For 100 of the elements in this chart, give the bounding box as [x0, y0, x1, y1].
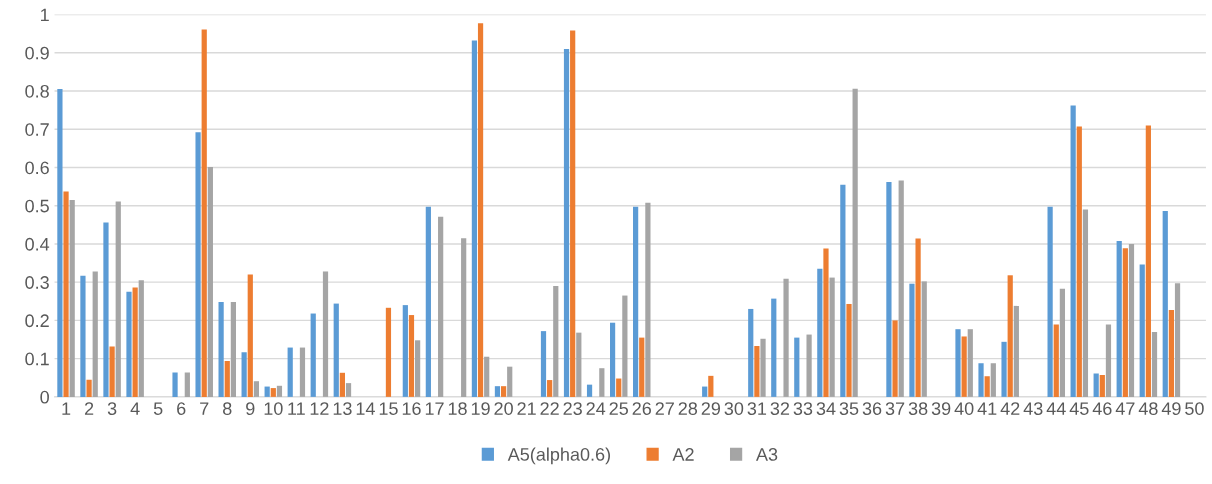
bar — [892, 320, 898, 397]
bar — [1116, 240, 1122, 397]
bar — [840, 184, 846, 397]
legend-label: A5(alpha0.6) — [507, 447, 610, 465]
x-tick-label: 23 — [563, 402, 582, 415]
bar — [86, 379, 92, 397]
bar — [1001, 341, 1007, 397]
bar — [115, 201, 121, 397]
bar — [984, 376, 990, 397]
bar — [622, 295, 628, 397]
legend-label: A3 — [755, 448, 778, 461]
x-tick-label: 5 — [153, 402, 163, 415]
x-tick-label: 42 — [1000, 402, 1020, 415]
x-tick-label: 43 — [1023, 402, 1043, 415]
bar — [909, 283, 915, 397]
bar — [461, 238, 467, 397]
bar — [63, 191, 69, 397]
x-tick-label: 11 — [288, 402, 305, 415]
x-tick-label: 35 — [839, 402, 859, 415]
x-tick-label: 18 — [448, 402, 467, 415]
x-tick-label: 13 — [333, 402, 352, 415]
bar — [218, 302, 224, 397]
bar — [333, 303, 339, 397]
bar — [990, 363, 996, 397]
bar — [961, 336, 967, 397]
x-tick-label: 15 — [379, 402, 398, 415]
bar — [494, 386, 501, 397]
bar — [921, 281, 927, 397]
x-tick-label: 32 — [770, 402, 790, 415]
x-tick-label: 21 — [517, 402, 536, 415]
bar — [915, 238, 921, 397]
x-tick-label: 24 — [586, 402, 606, 415]
bar — [898, 180, 904, 397]
y-tick-label: 0.6 — [25, 161, 49, 175]
bar — [322, 271, 329, 397]
bar — [270, 388, 276, 397]
bar — [1099, 375, 1105, 397]
bar — [1168, 310, 1175, 397]
x-tick-label: 36 — [862, 402, 882, 415]
x-tick-label: 41 — [977, 402, 997, 415]
bar — [103, 222, 109, 397]
bar — [195, 132, 201, 397]
bar — [967, 329, 973, 397]
x-tick-label: 28 — [678, 402, 698, 415]
y-tick-label: 0.8 — [25, 84, 49, 98]
x-tick-label: 46 — [1092, 402, 1112, 415]
x-tick-label: 14 — [356, 402, 375, 415]
bar — [886, 181, 892, 397]
bar — [616, 378, 622, 397]
x-tick-label: 45 — [1069, 402, 1089, 415]
bar — [224, 360, 230, 397]
bar — [92, 271, 98, 397]
x-tick-label: 26 — [632, 402, 651, 415]
bar — [708, 375, 714, 397]
bar — [80, 275, 86, 397]
bar — [138, 280, 144, 397]
x-tick-label: 29 — [701, 402, 721, 415]
bar — [500, 386, 507, 397]
x-tick-label: 2 — [84, 402, 94, 415]
bar — [852, 88, 858, 397]
y-tick-label: 0 — [40, 390, 49, 404]
y-tick-label: 0.7 — [25, 123, 49, 136]
bar — [1151, 331, 1158, 397]
bar — [132, 287, 138, 397]
bar — [438, 216, 444, 397]
bar — [771, 298, 777, 397]
bar — [806, 334, 812, 397]
x-tick-label: 34 — [816, 402, 836, 415]
x-tick-label: 7 — [200, 402, 209, 415]
x-tick-label: 39 — [931, 402, 951, 415]
bar — [1059, 288, 1066, 397]
x-tick-label: 40 — [954, 402, 974, 415]
bar — [783, 278, 789, 397]
y-tick-label: 0.9 — [25, 46, 49, 60]
bar — [563, 48, 570, 397]
bar — [1174, 283, 1181, 397]
y-tick-label: 1 — [41, 8, 49, 22]
x-tick-label: 17 — [425, 402, 444, 415]
bar — [1093, 373, 1099, 397]
bar — [57, 89, 63, 397]
bar — [1082, 209, 1089, 397]
bar — [1013, 305, 1019, 397]
y-tick-label: 0.5 — [25, 199, 49, 213]
bar — [639, 337, 645, 397]
bar — [345, 383, 352, 397]
bar — [540, 331, 547, 397]
x-tick-label: 9 — [246, 402, 255, 415]
x-tick-label: 33 — [793, 402, 813, 415]
x-tick-label: 47 — [1115, 402, 1135, 415]
x-tick-label: 16 — [402, 402, 421, 415]
bar — [754, 346, 760, 397]
x-tick-label: 1 — [62, 402, 71, 415]
bar — [609, 322, 616, 397]
legend-label: A2 — [672, 448, 694, 461]
bar — [553, 286, 559, 397]
bar — [287, 347, 293, 397]
bar — [1139, 264, 1145, 397]
x-tick-label: 20 — [494, 402, 513, 415]
x-tick-label: 38 — [908, 402, 928, 415]
bar — [570, 30, 576, 397]
